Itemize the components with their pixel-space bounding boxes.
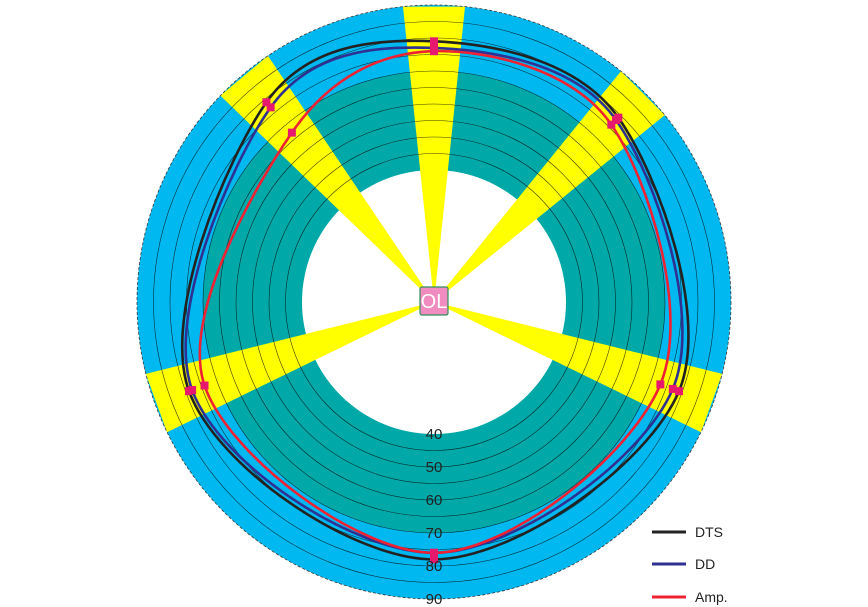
legend-item-dts[interactable]: DTS xyxy=(652,524,723,540)
ring-label-60: 60 xyxy=(426,492,443,509)
series-layer xyxy=(180,37,690,564)
sector-4 xyxy=(220,55,434,302)
series-point-dd-5 xyxy=(266,103,275,112)
sector-1 xyxy=(434,71,665,302)
series-point-amp-2 xyxy=(656,380,665,389)
series-point-amp-5 xyxy=(287,128,296,137)
series-point-amp-1 xyxy=(607,120,616,129)
series-point-dd-1 xyxy=(612,115,621,124)
legend-item-dd[interactable]: DD xyxy=(652,556,715,572)
series-point-amp-0 xyxy=(430,47,438,56)
series-point-dd-4 xyxy=(188,386,197,395)
center-badge xyxy=(419,286,449,316)
legend: DTS DD Amp. xyxy=(652,524,728,605)
sector-3 xyxy=(145,302,434,433)
grid-layer xyxy=(136,4,732,600)
center-marker: OL xyxy=(419,286,449,316)
grid-circle-55 xyxy=(252,120,616,484)
ring-label-90: 90 xyxy=(426,591,443,607)
grid-circle-45 xyxy=(285,153,583,451)
sector-0 xyxy=(402,6,466,303)
legend-label-amp: Amp. xyxy=(695,589,728,605)
ring-label-70: 70 xyxy=(426,525,443,542)
grid-circle-50 xyxy=(268,136,600,468)
grid-circle-60 xyxy=(235,103,633,501)
legend-label-dts: DTS xyxy=(695,524,723,540)
outer-border xyxy=(136,4,732,600)
series-point-dd-2 xyxy=(668,384,677,393)
series-point-amp-4 xyxy=(200,381,209,390)
series-point-amp-3 xyxy=(430,548,438,557)
ring-label-50: 50 xyxy=(426,459,443,476)
legend-item-amp[interactable]: Amp. xyxy=(652,589,728,605)
series-point-dts-3 xyxy=(430,555,438,564)
center-label: OL xyxy=(421,291,448,313)
ring-labels: 40 50 60 70 80 90 xyxy=(426,426,443,607)
ring-label-40: 40 xyxy=(426,426,443,443)
ring-label-80: 80 xyxy=(426,558,443,575)
series-point-dts-0 xyxy=(430,37,438,46)
legend-label-dd: DD xyxy=(695,556,715,572)
grid-circle-85 xyxy=(153,21,715,583)
series-point-dts-2 xyxy=(674,387,683,396)
grid-circle-70 xyxy=(202,70,666,534)
sector-2 xyxy=(434,302,723,433)
series-point-dts-5 xyxy=(262,98,271,107)
grid-circle-65 xyxy=(219,87,649,517)
sectors-layer xyxy=(145,6,723,433)
